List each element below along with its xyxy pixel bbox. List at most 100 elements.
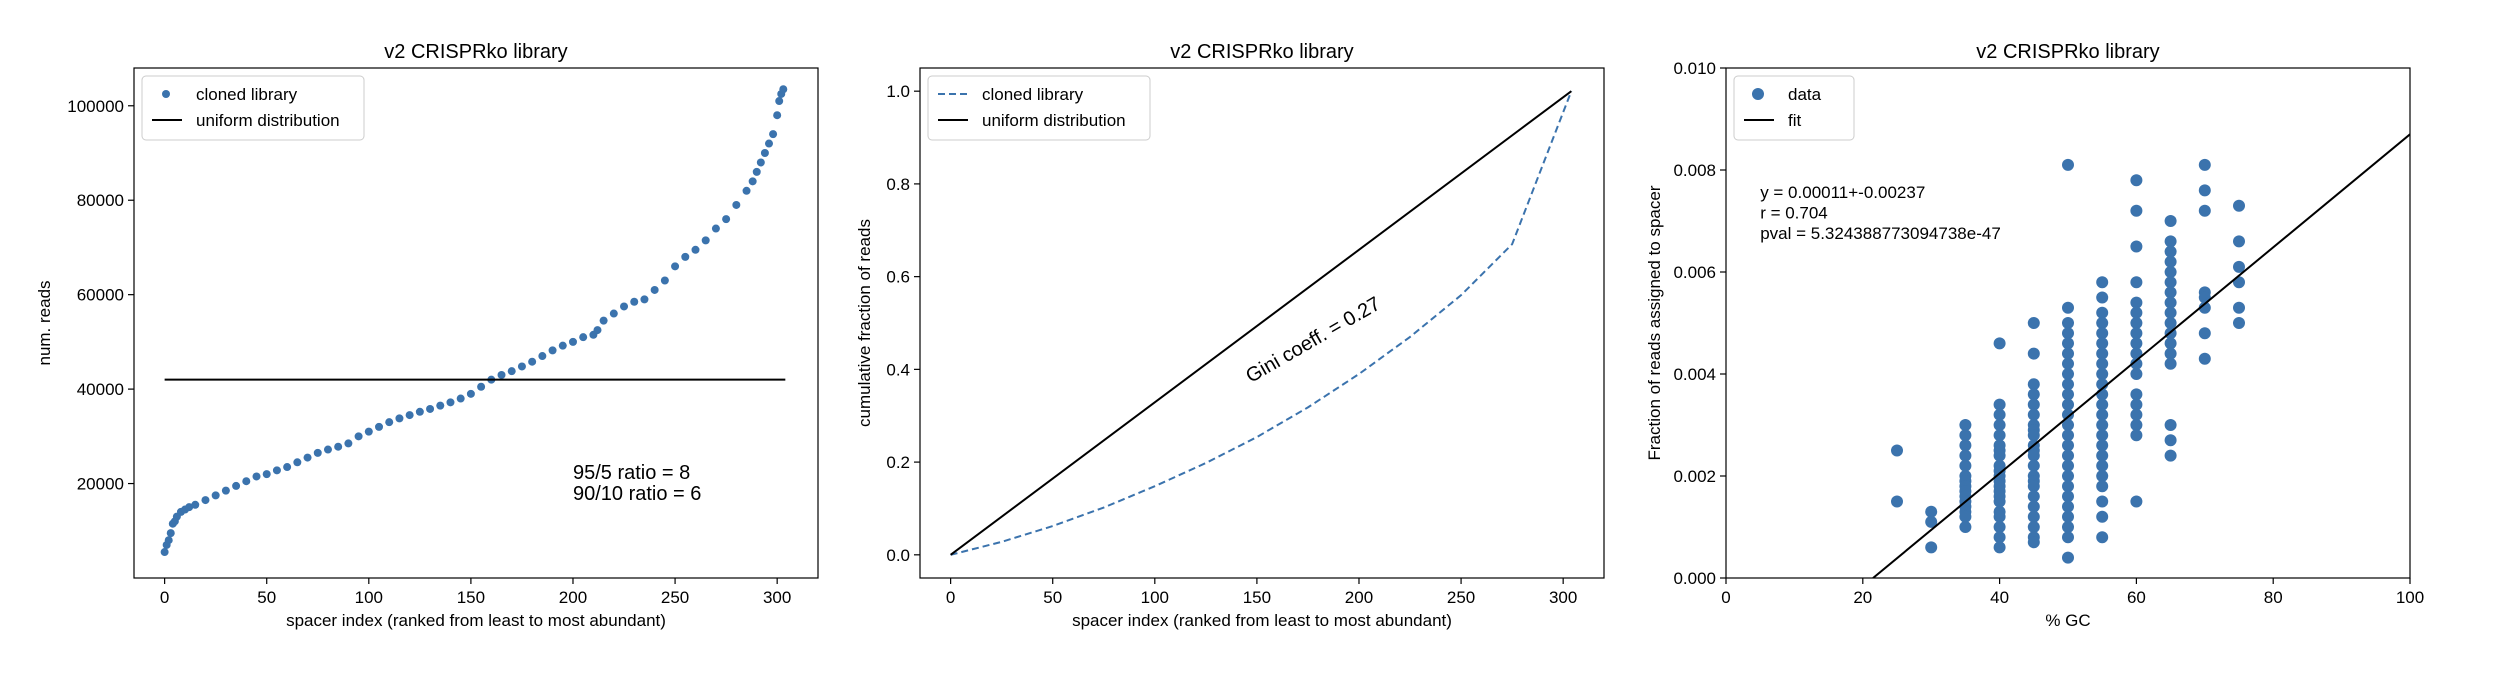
- data-point: [2198, 352, 2211, 365]
- data-point: [2027, 408, 2040, 421]
- chart-panel-3: v2 CRISPRko library 0 20 40 60 80 100 0.000 0.00…: [1645, 41, 2424, 630]
- data-point: [2096, 470, 2109, 482]
- data-point: [2027, 521, 2040, 533]
- data-point: [2164, 449, 2177, 462]
- legend: data fit: [1733, 75, 1855, 141]
- data-point: [191, 500, 200, 509]
- data-point: [2096, 291, 2109, 304]
- data-point: [1959, 449, 1972, 462]
- data-point: [2062, 500, 2074, 513]
- data-point: [2027, 490, 2040, 503]
- data-point: [2130, 317, 2143, 329]
- data-point: [283, 463, 292, 472]
- dashed-series-line: [950, 90, 1573, 556]
- plot-frame: [919, 67, 1605, 579]
- legend-box: [927, 75, 1151, 141]
- y-tick-label: 1.0: [886, 82, 910, 101]
- data-point: [2130, 495, 2143, 508]
- legend-entry: cloned library: [982, 85, 1084, 104]
- data-point: [2198, 327, 2211, 340]
- data-point: [1993, 541, 2006, 554]
- data-point: [354, 432, 363, 441]
- data-point: [201, 496, 210, 505]
- legend-entry: uniform distribution: [982, 111, 1126, 130]
- data-point: [2130, 276, 2143, 289]
- x-tick-label: 0: [946, 588, 955, 607]
- data-point: [2062, 449, 2074, 462]
- x-tick-label: 250: [1447, 588, 1475, 607]
- data-point: [2027, 429, 2040, 442]
- y-axis-label: num. reads: [35, 280, 54, 365]
- data-point: [2062, 459, 2074, 472]
- series-layer: [1872, 133, 2410, 578]
- data-point: [262, 470, 271, 479]
- data-point: [2027, 378, 2040, 391]
- data-point: [2062, 429, 2074, 442]
- data-point: [1959, 459, 1972, 472]
- data-point: [2164, 245, 2177, 258]
- data-point: [497, 370, 506, 379]
- data-point: [2027, 536, 2040, 549]
- data-point: [2096, 276, 2109, 289]
- y-tick-label: 40000: [77, 380, 124, 399]
- data-point: [2164, 296, 2177, 309]
- data-point: [2062, 378, 2074, 391]
- data-point: [2027, 459, 2040, 472]
- data-point: [2096, 327, 2109, 340]
- data-point: [2130, 368, 2143, 380]
- data-point: [2164, 434, 2177, 447]
- x-axis-label: spacer index (ranked from least to most …: [286, 611, 666, 630]
- y-tick-label: 0.000: [1673, 569, 1716, 588]
- data-point: [2062, 439, 2074, 452]
- legend-entry: data: [1788, 85, 1822, 104]
- data-point: [221, 486, 230, 495]
- legend-marker: [1752, 88, 1764, 100]
- legend-entry: cloned library: [196, 85, 298, 104]
- chart-title: v2 CRISPRko library: [1170, 41, 1353, 63]
- data-point: [2130, 429, 2143, 442]
- data-point: [2027, 398, 2040, 411]
- data-point: [2130, 357, 2143, 370]
- data-point: [2027, 317, 2040, 329]
- legend-marker: [162, 90, 170, 98]
- legend: cloned library uniform distribution: [141, 75, 365, 141]
- data-point: [2062, 531, 2074, 544]
- data-point: [2130, 174, 2143, 187]
- data-point: [436, 401, 445, 410]
- data-point: [671, 262, 680, 271]
- series-layer: [160, 85, 788, 557]
- chart-panel-2: v2 CRISPRko library 0 50 100 150 200 250 300 0.0…: [855, 41, 1605, 630]
- data-point: [2164, 235, 2177, 248]
- data-point: [2062, 357, 2074, 370]
- data-point: [528, 357, 537, 366]
- data-point: [426, 404, 435, 413]
- data-point: [272, 466, 281, 475]
- data-point: [2130, 337, 2143, 350]
- data-point: [364, 427, 373, 436]
- annotation-text: 95/5 ratio = 8: [573, 462, 690, 484]
- data-point: [1993, 419, 2006, 431]
- data-point: [507, 367, 516, 376]
- series-layer: [950, 90, 1573, 556]
- data-point: [2164, 419, 2177, 431]
- data-point: [2062, 419, 2074, 431]
- data-point: [160, 548, 169, 557]
- data-point: [344, 439, 353, 448]
- data-point: [2096, 439, 2109, 452]
- data-point: [701, 236, 710, 245]
- data-point: [2096, 419, 2109, 431]
- x-tick-label: 200: [559, 588, 587, 607]
- plot-frame: [1725, 67, 2411, 579]
- x-tick-label: 300: [1549, 588, 1577, 607]
- data-point: [293, 458, 302, 467]
- data-point: [2062, 408, 2074, 421]
- y-tick-label: 60000: [77, 286, 124, 305]
- data-point: [691, 245, 700, 254]
- data-point: [2062, 368, 2074, 380]
- data-point: [599, 316, 608, 325]
- data-point: [2027, 500, 2040, 513]
- series-line: [1872, 133, 2410, 578]
- data-point: [2096, 495, 2109, 508]
- data-point: [2027, 480, 2040, 493]
- annotation-text: Gini coeff. = 0.27: [1242, 293, 1384, 388]
